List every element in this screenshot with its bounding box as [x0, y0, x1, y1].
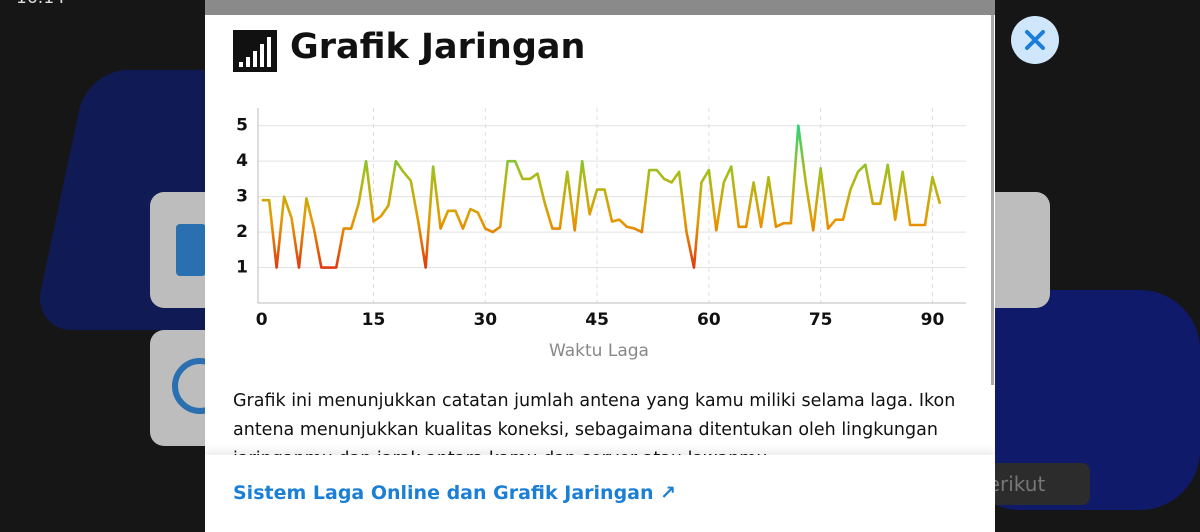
- modal-title: Grafik Jaringan: [290, 27, 586, 67]
- y-tick-label: 2: [236, 222, 248, 242]
- status-time: 16:14: [16, 0, 65, 8]
- link-bar: Sistem Laga Online dan Grafik Jaringan ↗: [205, 455, 995, 532]
- x-tick-label: 30: [473, 310, 497, 330]
- x-tick-label: 60: [697, 310, 721, 330]
- y-tick-label: 4: [236, 151, 248, 171]
- close-button[interactable]: [1011, 16, 1059, 64]
- network-line: [261, 124, 942, 269]
- x-tick-label: 0: [256, 310, 268, 330]
- x-tick-label: 45: [585, 310, 609, 330]
- modal: Grafik Jaringan Grafik ini menunjukkan c…: [205, 15, 995, 532]
- x-tick-label: 90: [921, 310, 945, 330]
- scrollbar: [991, 15, 994, 385]
- x-axis-label: Waktu Laga: [549, 341, 649, 361]
- signal-icon: [233, 30, 277, 72]
- y-tick-label: 1: [236, 258, 248, 278]
- bg-icon: [176, 224, 206, 276]
- help-link[interactable]: Sistem Laga Online dan Grafik Jaringan ↗: [233, 482, 677, 504]
- x-tick-label: 15: [362, 310, 386, 330]
- close-icon: [1025, 30, 1045, 50]
- y-tick-label: 5: [236, 116, 248, 136]
- x-tick-label: 75: [809, 310, 833, 330]
- y-tick-label: 3: [236, 187, 248, 207]
- modal-top: [205, 0, 995, 15]
